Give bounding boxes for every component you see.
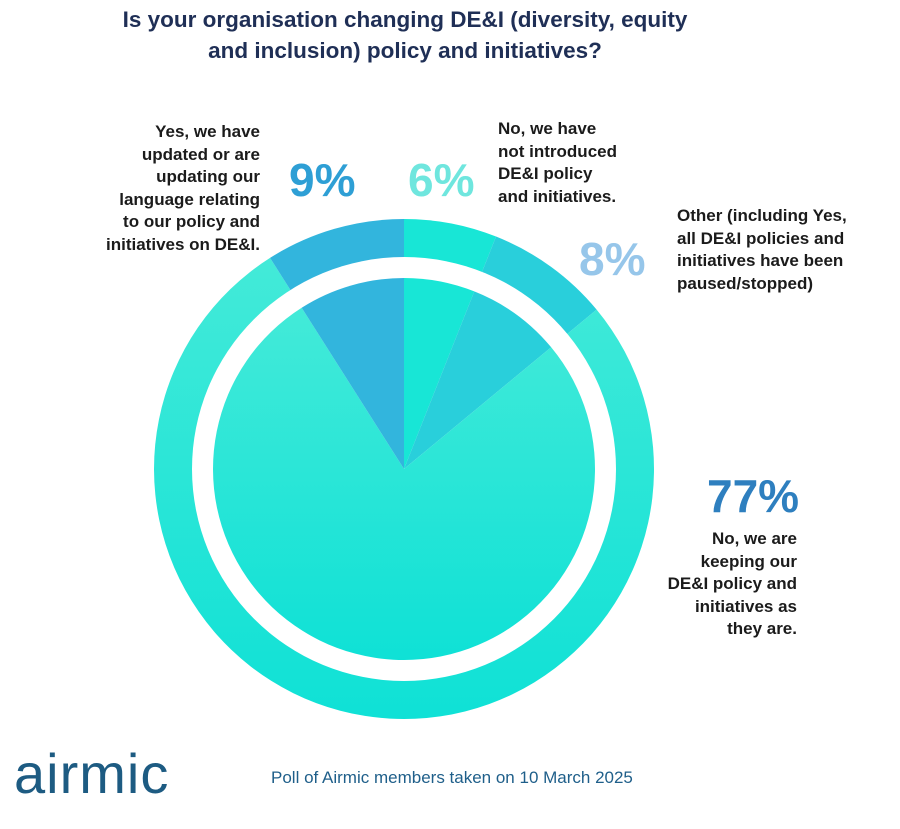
inner-pie	[213, 278, 596, 660]
airmic-logo: airmic	[14, 742, 170, 805]
label-no-keeping: No, we are keeping our DE&I policy and i…	[667, 529, 797, 638]
label-yes-updating: Yes, we have updated or are updating our…	[106, 122, 260, 254]
footer-note: Poll of Airmic members taken on 10 March…	[271, 768, 633, 787]
pie-slice-yes-updating	[301, 278, 404, 469]
label-no-not-introduced: No, we have not introduced DE&I policy a…	[498, 119, 617, 206]
chart-title: Is your organisation changing DE&I (dive…	[122, 7, 688, 63]
pct-yes-updating: 9%	[289, 154, 356, 206]
label-other: Other (including Yes, all DE&I policies …	[677, 206, 847, 293]
pie-slice-no-not-introduced	[404, 278, 475, 469]
pct-no-not-introduced: 6%	[408, 154, 475, 206]
pie-slice-other	[404, 291, 552, 469]
pct-other: 8%	[579, 233, 646, 285]
pie-slice-no-keeping	[213, 307, 596, 660]
pct-no-keeping: 77%	[707, 470, 800, 522]
